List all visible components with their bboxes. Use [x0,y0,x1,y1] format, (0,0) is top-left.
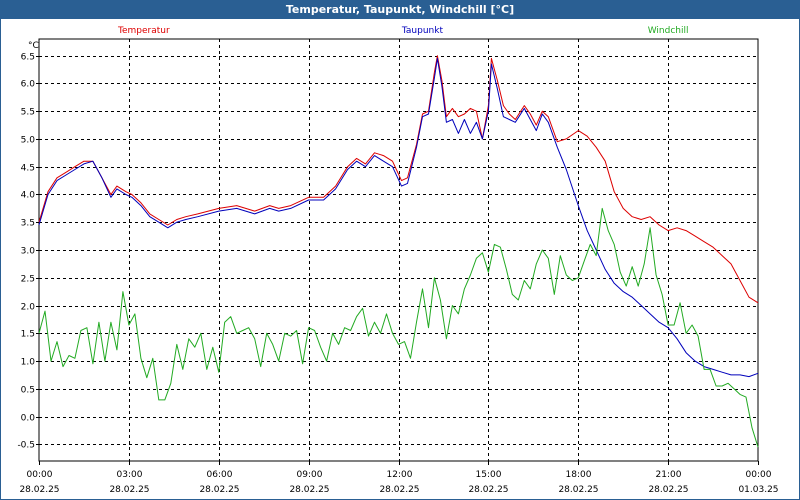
x-tick-time: 09:00 [297,470,323,480]
y-tick-label: 2.5 [21,275,35,285]
y-axis: 6.5 6.0 5.5 5.0 4.5 4.0 3.5 3.0 2.5 2.0 1.5 1.0 0.5 0… [17,53,39,451]
y-tick-label: 3.0 [21,247,36,257]
series-line-windchill [38,207,759,448]
y-tick-label: 4.0 [21,191,36,201]
x-tick-date: 28.02.25 [558,485,598,495]
x-tick-time: 03:00 [117,470,143,480]
y-tick-label: 3.5 [21,219,35,229]
x-tick-time: 06:00 [207,470,233,480]
x-tick-time: 12:00 [387,470,413,480]
x-axis: 00:00 28.02.25 03:00 28.02.25 06:00 28.02.25 0… [19,461,779,495]
series-lines [38,55,759,448]
x-tick-date: 28.02.25 [648,485,688,495]
x-tick-date: 28.02.25 [109,485,149,495]
series-line-taupunkt [38,57,759,378]
x-tick-date: 28.02.25 [19,485,59,495]
y-tick-label: -0.5 [17,441,35,451]
y-tick-label: 4.5 [21,164,35,174]
plot-area [38,38,759,462]
x-tick-date: 28.02.25 [468,485,508,495]
x-tick-time: 15:00 [476,470,502,480]
x-tick-time: 00:00 [27,470,53,480]
x-tick-time: 21:00 [656,470,682,480]
legend-temperatur: Temperatur [117,26,170,36]
x-tick-date: 28.02.25 [199,485,239,495]
y-tick-label: 5.0 [21,136,36,146]
y-tick-label: 1.0 [21,358,36,368]
y-tick-label: 0.0 [21,414,36,424]
y-tick-label: 6.0 [21,80,36,90]
x-tick-date: 28.02.25 [379,485,419,495]
legend: Temperatur Taupunkt Windchill [117,26,688,36]
y-tick-label: 0.5 [21,386,35,396]
x-tick-time: 18:00 [566,470,592,480]
y-axis-label: °C [28,41,39,51]
x-tick-time: 00:00 [746,470,772,480]
y-tick-label: 1.5 [21,330,35,340]
legend-windchill: Windchill [648,26,689,36]
y-tick-label: 6.5 [21,53,35,63]
x-tick-date: 01.03.25 [738,485,778,495]
y-tick-label: 2.0 [21,303,36,313]
series-line-temperatur [38,55,759,304]
legend-taupunkt: Taupunkt [401,26,444,36]
y-tick-label: 5.5 [21,108,35,118]
grid [39,39,758,461]
x-tick-date: 28.02.25 [289,485,329,495]
chart-title: Temperatur, Taupunkt, Windchill [°C] [1,1,799,19]
